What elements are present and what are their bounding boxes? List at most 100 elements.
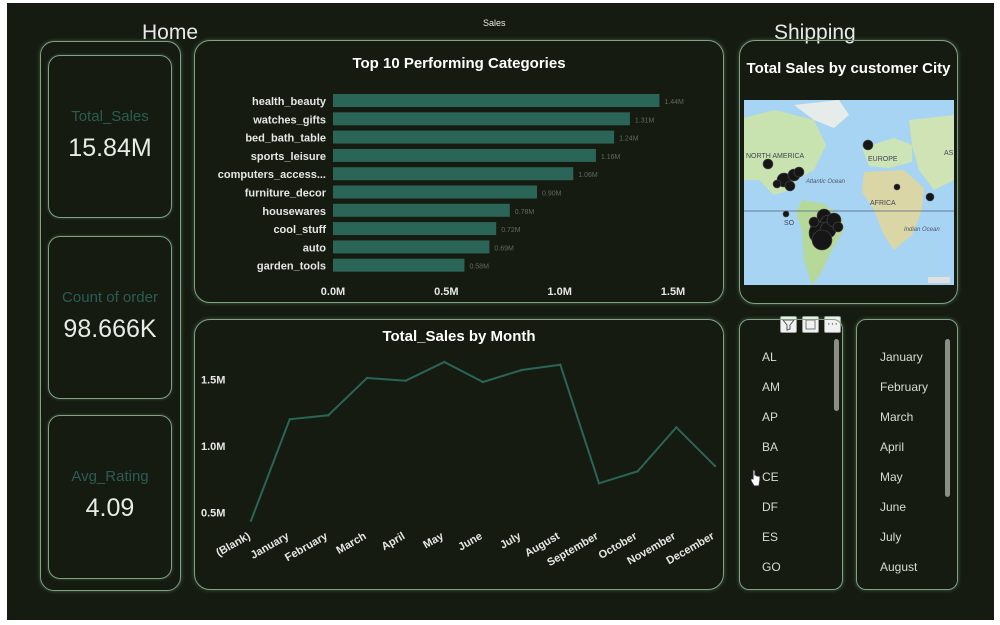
x-tick-label: February <box>283 530 331 564</box>
line-point <box>675 426 678 429</box>
line-point <box>559 363 562 366</box>
svg-text:SO: SO <box>784 220 795 227</box>
sales-line-series <box>250 360 716 522</box>
focus-mode-icon[interactable] <box>802 316 819 333</box>
top-categories-chart[interactable]: Top 10 Performing Categories health_beau… <box>194 40 724 303</box>
month-slicer-scrollbar[interactable] <box>945 339 950 497</box>
bar <box>333 112 630 126</box>
data-label: 1.16M <box>601 154 621 161</box>
line-point <box>365 376 369 380</box>
kpi-card-order-count[interactable]: Count of order 98.666K <box>48 236 172 399</box>
kpi-label: Total_Sales <box>71 108 149 125</box>
hand-cursor-icon <box>750 469 761 487</box>
x-tick-label: June <box>456 530 484 553</box>
data-label: 0.72M <box>501 227 521 234</box>
line-point <box>404 379 407 382</box>
north-america-land <box>744 110 826 195</box>
line-point <box>327 414 330 417</box>
state-slicer-item[interactable]: AL <box>762 350 777 364</box>
state-slicer[interactable]: AL AM AP BA CE DF ES GO <box>739 319 843 590</box>
category-label: bed_bath_table <box>245 133 326 145</box>
line-point <box>443 360 446 364</box>
data-label: 1.44M <box>664 99 684 106</box>
month-slicer-item[interactable]: February <box>880 380 929 394</box>
x-tick-label: (Blank) <box>214 530 253 559</box>
kpi-label: Count of order <box>62 289 158 306</box>
kpi-card-avg-rating[interactable]: Avg_Rating 4.09 <box>48 415 172 579</box>
line-point <box>481 380 485 384</box>
month-slicer[interactable]: January February March April May June July Augu… <box>856 319 958 590</box>
y-tick-label: 0.5M <box>201 508 225 520</box>
asia-land <box>909 115 954 190</box>
chart-title: Top 10 Performing Categories <box>352 55 566 72</box>
chart-title: Total Sales by customer City <box>746 60 951 77</box>
category-label: cool_stuff <box>273 224 326 236</box>
bar <box>333 185 537 199</box>
svg-text:Atlantic Ocean: Atlantic Ocean <box>805 179 846 185</box>
svg-text:AFRICA: AFRICA <box>870 200 896 207</box>
x-tick-label: May <box>421 530 446 552</box>
sales-by-city-map[interactable]: Total Sales by customer City NORTH AMERI… <box>739 40 958 304</box>
bar <box>333 148 596 162</box>
kpi-value: 15.84M <box>68 134 152 162</box>
month-slicer-item[interactable]: July <box>880 530 902 544</box>
svg-text:AS: AS <box>944 150 954 157</box>
state-slicer-item[interactable]: CE <box>762 470 779 484</box>
state-slicer-item[interactable]: GO <box>762 560 781 574</box>
x-tick-label: April <box>379 530 407 553</box>
bar-chart-plot: health_beauty 1.44M watches_gifts 1.31M bed_… <box>218 94 685 298</box>
page-title: Sales <box>483 18 506 28</box>
state-slicer-item[interactable]: BA <box>762 440 779 454</box>
line-point <box>520 368 523 372</box>
bar <box>333 167 574 181</box>
greenland-land <box>794 100 849 128</box>
shipping-nav-label[interactable]: Shipping <box>774 21 856 44</box>
data-label: 0.58M <box>469 264 489 271</box>
data-label: 0.90M <box>542 191 562 198</box>
x-tick-label: 0.5M <box>434 286 458 298</box>
kpi-label: Avg_Rating <box>71 468 149 485</box>
line-point <box>713 464 717 468</box>
x-tick-label: March <box>334 530 368 557</box>
svg-text:EUROPE: EUROPE <box>868 156 898 163</box>
state-slicer-item[interactable]: DF <box>762 500 778 514</box>
data-label: 1.24M <box>619 136 639 143</box>
state-slicer-scrollbar[interactable] <box>834 339 839 411</box>
chart-title: Total_Sales by Month <box>382 328 536 345</box>
home-nav-label[interactable]: Home <box>142 21 199 44</box>
month-slicer-item[interactable]: January <box>880 350 923 364</box>
y-tick-label: 1.0M <box>201 441 225 453</box>
kpi-card-total-sales[interactable]: Total_Sales 15.84M <box>48 55 172 218</box>
kpi-panel <box>40 41 181 591</box>
x-tick-label: 1.5M <box>661 286 685 298</box>
month-slicer-item[interactable]: March <box>880 410 914 424</box>
x-tick-label: 0.0M <box>321 286 345 298</box>
sales-by-month-chart[interactable]: Total_Sales by Month 0.5M 1.0M 1.5M (Blank)… <box>194 319 724 590</box>
state-slicer-item[interactable]: AM <box>762 380 780 394</box>
bar <box>333 203 510 217</box>
kpi-value: 4.09 <box>85 494 135 522</box>
svg-text:NORTH AMERICA: NORTH AMERICA <box>746 153 805 160</box>
africa-land <box>862 170 924 250</box>
category-label: furniture_decor <box>245 188 327 200</box>
month-slicer-item[interactable]: August <box>880 560 918 574</box>
bar <box>333 94 660 107</box>
filter-icon[interactable] <box>780 316 797 333</box>
line-point <box>288 418 291 421</box>
map-attribution <box>928 277 950 283</box>
state-slicer-item[interactable]: ES <box>762 530 779 544</box>
month-slicer-item[interactable]: May <box>880 470 903 484</box>
bar <box>333 240 490 254</box>
state-slicer-item[interactable]: AP <box>762 410 779 424</box>
category-label: health_beauty <box>252 96 327 108</box>
world-map[interactable]: NORTH AMERICA EUROPE AS Atlantic Ocean A… <box>744 100 954 285</box>
month-slicer-item[interactable]: June <box>880 500 907 514</box>
data-label: 0.69M <box>494 245 514 252</box>
report-canvas: Home Sales Shipping Total_Sales 15.84M C… <box>7 3 994 620</box>
month-slicer-item[interactable]: April <box>880 440 905 454</box>
line-point <box>597 482 601 485</box>
category-label: housewares <box>262 206 326 218</box>
category-label: garden_tools <box>257 261 326 273</box>
category-label: watches_gifts <box>252 114 326 126</box>
